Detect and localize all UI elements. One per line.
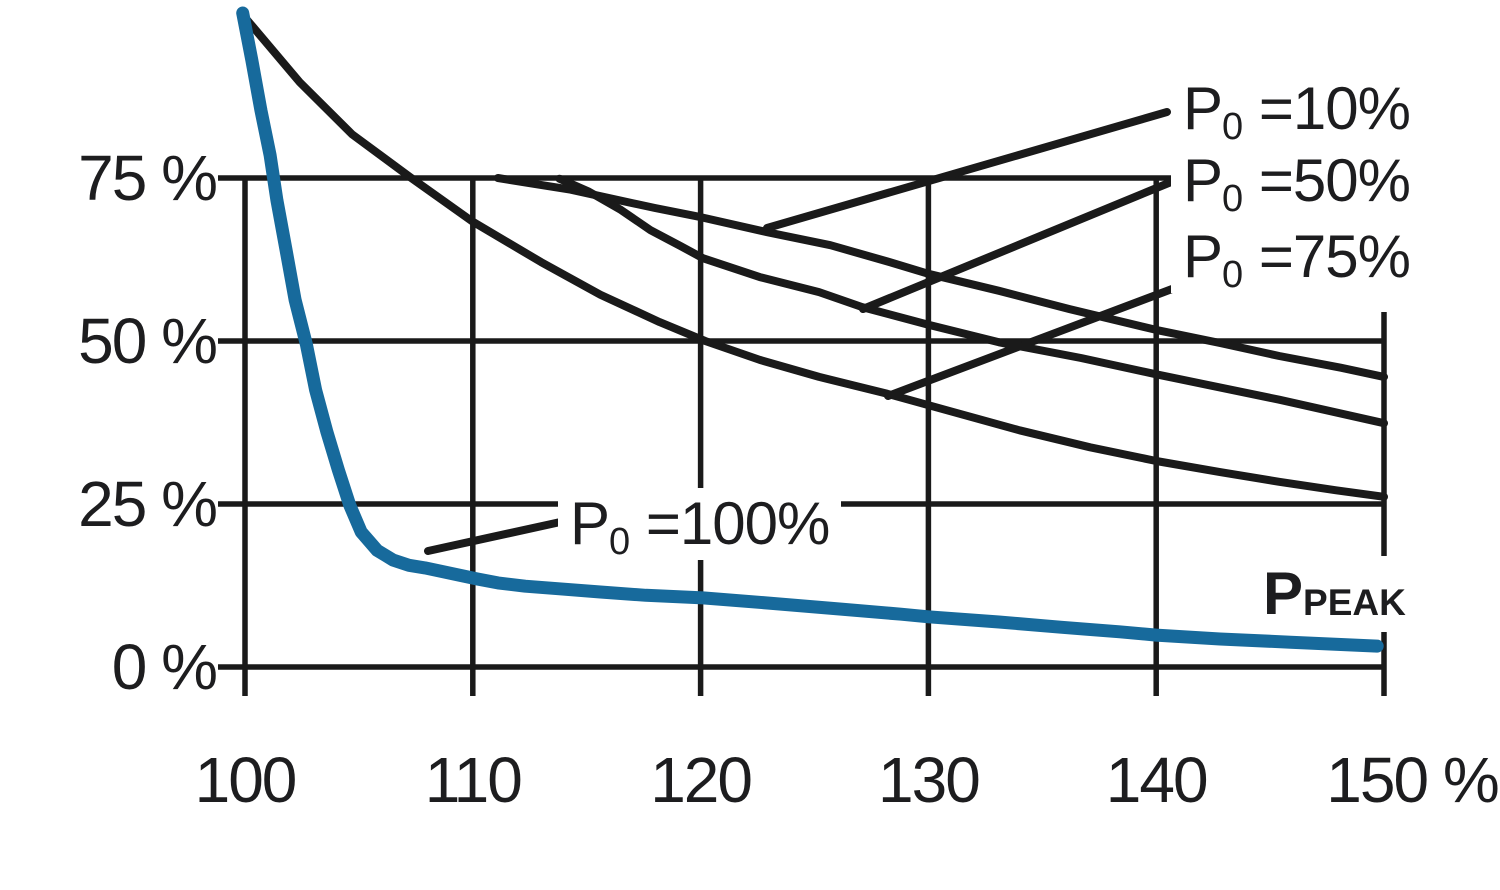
y-tick-label-75: 75 % bbox=[78, 142, 218, 214]
x-tick-label-150: 150 % bbox=[1326, 744, 1499, 816]
x-tick-label-140: 140 bbox=[1105, 744, 1209, 816]
x-tick-label-100: 100 bbox=[194, 744, 298, 816]
curve-label-p0-50: P0 =50% bbox=[1171, 145, 1422, 220]
leader-line-p0-100 bbox=[424, 517, 569, 555]
curve-label-subscript: 0 bbox=[1222, 254, 1244, 296]
ppeak-main: P bbox=[1263, 560, 1304, 627]
ppeak-subscript: PEAK bbox=[1303, 582, 1406, 623]
curve-p0-100 bbox=[236, 6, 1384, 653]
curve-label-main: P bbox=[1183, 147, 1223, 214]
curve-label-value: =75% bbox=[1243, 223, 1411, 290]
x-tick-label-130: 130 bbox=[878, 744, 981, 816]
curve-label-value: =50% bbox=[1243, 147, 1411, 214]
curve-p0-50 bbox=[555, 174, 1388, 428]
curve-label-p0-75: P0 =75% bbox=[1171, 221, 1422, 296]
x-tick-label-110: 110 bbox=[424, 744, 523, 816]
curve-label-subscript: 0 bbox=[609, 521, 631, 563]
leader-line-p0-75 bbox=[884, 285, 1176, 400]
curve-label-main: P bbox=[1183, 75, 1223, 142]
curve-p0-75 bbox=[243, 16, 1388, 501]
y-tick-label-0: 0 % bbox=[111, 631, 218, 703]
y-tick-label-50: 50 % bbox=[78, 305, 218, 377]
curve-label-subscript: 0 bbox=[1222, 178, 1244, 220]
curve-label-main: P bbox=[570, 490, 610, 557]
curve-label-p0-10: P0 =10% bbox=[1171, 73, 1422, 148]
leader-line-p0-10 bbox=[763, 108, 1171, 232]
x-tick-label-120: 120 bbox=[650, 744, 753, 816]
curve-label-value: =100% bbox=[630, 490, 831, 557]
curve-label-main: P bbox=[1183, 223, 1223, 290]
curve-label-p0-100: P0 =100% bbox=[558, 488, 842, 563]
y-tick-label-25: 25 % bbox=[78, 468, 218, 540]
curve-label-value: =10% bbox=[1243, 75, 1411, 142]
leader-line-p0-50 bbox=[859, 176, 1180, 313]
curve-label-subscript: 0 bbox=[1222, 106, 1244, 148]
x-axis-title-ppeak: PPEAK bbox=[1251, 556, 1418, 632]
